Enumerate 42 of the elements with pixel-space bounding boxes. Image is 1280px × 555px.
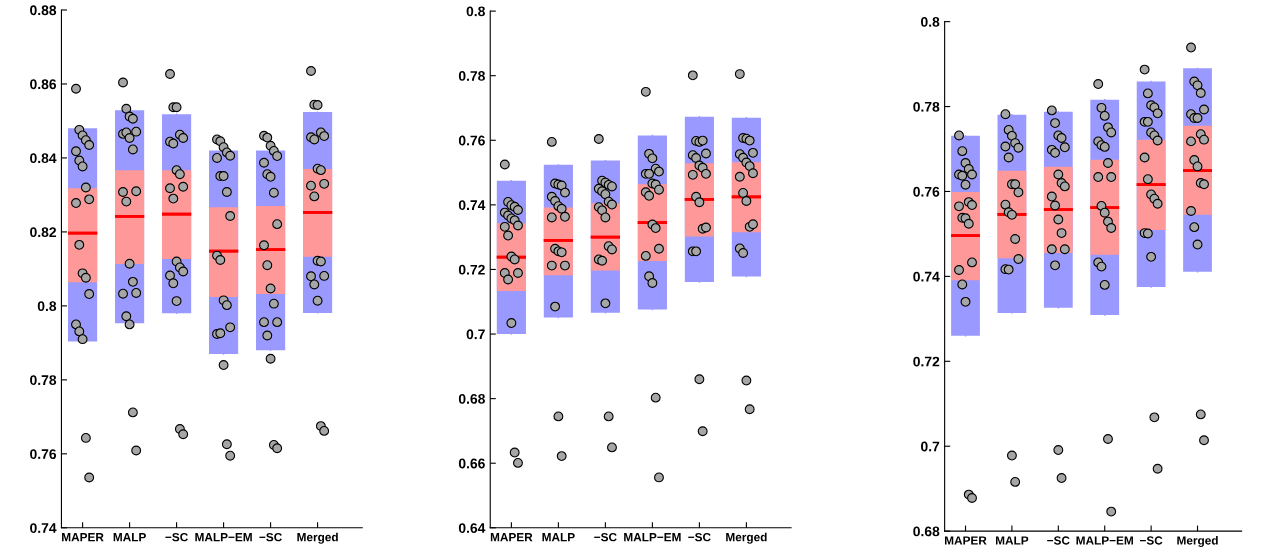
x-tick-label: MALP	[995, 536, 1029, 545]
x-tick-label: Merged	[726, 532, 767, 544]
y-tick-label: 0.74	[30, 523, 57, 533]
y-tick-label: 0.84	[30, 153, 57, 164]
y-tick-label: 0.72	[913, 356, 940, 367]
y-tick-label: 0.82	[30, 227, 57, 238]
x-tick-label: MAPER	[490, 533, 533, 542]
x-tick-label: Merged	[1177, 536, 1218, 548]
x-tick-label: MALP−EM	[1076, 536, 1133, 545]
y-tick-label: 0.72	[458, 264, 485, 275]
y-tick-label: 0.76	[913, 186, 940, 197]
x-tick-label: Merged	[297, 532, 338, 544]
x-tick-label: MALP−EM	[624, 533, 681, 542]
y-tick-label: 0.7	[921, 441, 940, 452]
x-tick-label: MAPER	[944, 536, 987, 545]
x-tick-label: −SC	[688, 532, 711, 542]
y-tick-label: 0.78	[30, 375, 57, 386]
x-tick-label: −SC	[594, 532, 617, 542]
x-tick-label: MALP	[542, 533, 575, 542]
y-tick-label: 0.8	[466, 6, 485, 17]
y-tick-label: 0.66	[458, 458, 485, 469]
y-tick-label: 0.7	[466, 329, 485, 340]
y-tick-label: 0.76	[30, 449, 57, 459]
y-tick-label: 0.68	[458, 393, 485, 404]
y-tick-label: 0.74	[913, 271, 940, 282]
x-tick-label: MAPER	[62, 533, 104, 542]
y-tick-label: 0.68	[913, 526, 940, 537]
x-tick-label: −SC	[1139, 536, 1163, 545]
y-tick-label: 0.78	[458, 71, 485, 81]
y-tick-label: 0.8	[921, 16, 940, 27]
x-tick-label: MALP−EM	[195, 533, 252, 542]
y-tick-label: 0.76	[458, 135, 485, 146]
x-tick-label: MALP	[113, 533, 146, 542]
x-tick-label: −SC	[259, 532, 282, 542]
y-tick-label: 0.88	[30, 5, 57, 16]
y-tick-label: 0.8	[37, 301, 57, 312]
y-tick-label: 0.74	[458, 200, 486, 211]
y-tick-label: 0.78	[913, 101, 940, 112]
y-tick-label: 0.86	[30, 79, 57, 90]
x-tick-label: −SC	[1047, 536, 1070, 545]
x-tick-label: −SC	[165, 532, 188, 542]
y-tick-label: 0.64	[458, 523, 486, 533]
